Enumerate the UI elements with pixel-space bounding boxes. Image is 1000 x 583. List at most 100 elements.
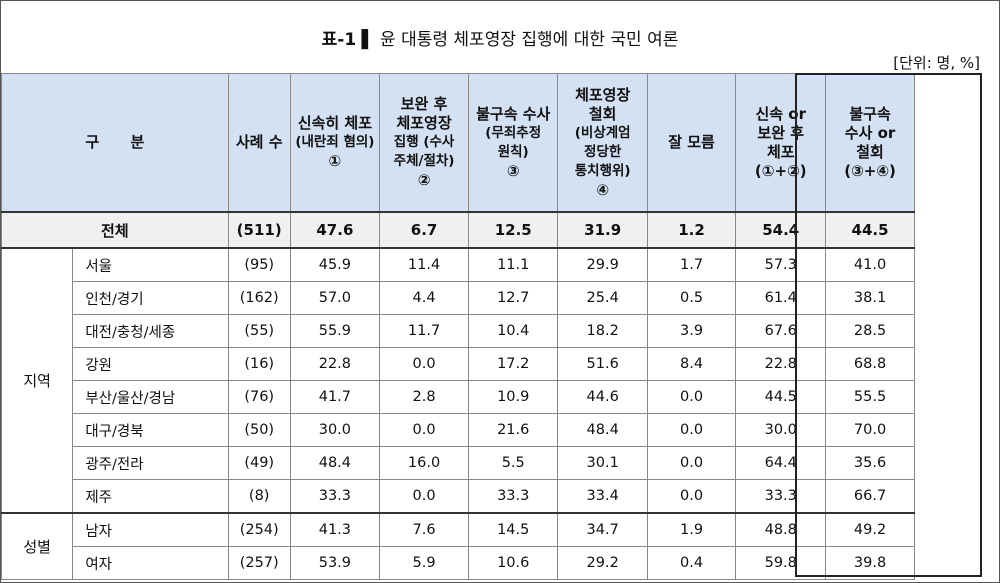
- value-cell: 8.4: [646, 347, 737, 381]
- value-cell: 55.9: [289, 314, 381, 348]
- sample-size: (8): [227, 479, 291, 514]
- header-col2-line: ②: [417, 171, 431, 189]
- value-cell: 44.5: [825, 211, 915, 249]
- value-cell: 30.1: [557, 446, 648, 480]
- value-cell: 21.6: [468, 413, 559, 447]
- sample-size: (511): [227, 211, 291, 249]
- header-col1-line: 신속히 체포: [297, 114, 372, 132]
- value-cell: 14.5: [468, 512, 559, 547]
- value-cell: 44.5: [735, 380, 827, 414]
- row-label: 여자: [72, 546, 229, 580]
- sample-size: (95): [227, 247, 291, 282]
- value-cell: 6.7: [379, 211, 470, 249]
- sample-size: (16): [227, 347, 291, 381]
- header-col3-line: (무죄추정: [485, 124, 542, 141]
- value-cell: 22.8: [735, 347, 827, 381]
- header-col4-line: 통치행위): [574, 162, 631, 179]
- header-col4-line: 정당한: [584, 143, 622, 160]
- header-col6-line: (①+②): [754, 161, 807, 180]
- header-col4-line: (비상계엄: [574, 124, 631, 141]
- value-cell: 11.7: [379, 314, 470, 348]
- header-col2: 보완 후 체포영장 집행 (수사 주체/절차) ②: [379, 73, 470, 213]
- row-label: 남자: [72, 512, 229, 547]
- table-row: 부산/울산/경남 (76) 41.7 2.8 10.9 44.6 0.0 44.…: [2, 380, 1000, 414]
- value-cell: 0.0: [379, 413, 470, 447]
- row-label: 광주/전라: [72, 446, 229, 480]
- value-cell: 41.3: [289, 512, 381, 547]
- header-col3: 불구속 수사 (무죄추정 원칙) ③: [468, 73, 559, 213]
- value-cell: 18.2: [557, 314, 648, 348]
- header-col1-line: ①: [328, 152, 342, 170]
- header-col1-line: (내란죄 혐의): [295, 134, 375, 150]
- header-col6-line: 신속 or: [755, 104, 806, 123]
- header-col7-line: (③+④): [844, 161, 896, 180]
- total-label: 전체: [1, 211, 229, 249]
- header-col6-line: 보완 후: [757, 123, 805, 142]
- sample-size: (76): [227, 380, 291, 414]
- value-cell: 44.6: [557, 380, 648, 414]
- value-cell: 1.9: [646, 512, 737, 547]
- value-cell: 45.9: [289, 247, 381, 282]
- sample-size: (49): [227, 446, 291, 480]
- value-cell: 12.7: [468, 281, 559, 315]
- value-cell: 33.3: [468, 479, 559, 514]
- header-col7-line: 수사 or: [844, 123, 896, 142]
- header-col7: 불구속 수사 or 철회 (③+④): [825, 73, 915, 213]
- row-label: 인천/경기: [72, 281, 229, 315]
- value-cell: 16.0: [379, 446, 470, 480]
- value-cell: 68.8: [825, 347, 915, 381]
- header-row: 구 분 사례 수 신속히 체포 (내란죄 혐의) ① 보완 후 체포영장 집행 …: [1, 73, 1000, 213]
- header-col3-line: 원칙): [497, 143, 529, 160]
- header-col2-line: 보완 후: [400, 95, 448, 113]
- value-cell: 12.5: [468, 211, 559, 249]
- value-cell: 0.4: [646, 546, 737, 580]
- sample-size: (55): [227, 314, 291, 348]
- value-cell: 5.9: [379, 546, 470, 580]
- table-row: 지역 서울 (95) 45.9 11.4 11.1 29.9 1.7 57.3 …: [0, 247, 1000, 514]
- value-cell: 51.6: [557, 347, 648, 381]
- row-label: 대구/경북: [72, 413, 229, 447]
- value-cell: 30.0: [735, 413, 827, 447]
- table-title: 윤 대통령 체포영장 집행에 대한 국민 여론: [380, 30, 679, 50]
- header-col6-line: 체포: [766, 142, 795, 161]
- table-caption: 표-1 ▌ 윤 대통령 체포영장 집행에 대한 국민 여론: [0, 25, 1000, 50]
- value-cell: 11.1: [468, 247, 559, 282]
- value-cell: 7.6: [379, 512, 470, 547]
- header-col2-line: 주체/절차): [393, 153, 455, 169]
- value-cell: 3.9: [646, 314, 737, 348]
- value-cell: 61.4: [735, 281, 827, 315]
- header-col4-line: 체포영장: [575, 85, 631, 104]
- value-cell: 35.6: [825, 446, 915, 480]
- value-cell: 38.1: [825, 281, 915, 315]
- row-label: 강원: [72, 347, 229, 381]
- value-cell: 48.8: [735, 512, 827, 547]
- header-col7-line: 불구속: [849, 104, 891, 123]
- header-col4-line: ④: [596, 180, 610, 199]
- table-number: 표-1: [321, 30, 357, 50]
- value-cell: 39.8: [825, 546, 915, 580]
- value-cell: 48.4: [557, 413, 648, 447]
- value-cell: 29.9: [557, 247, 648, 282]
- value-cell: 53.9: [289, 546, 381, 580]
- table-row: 강원 (16) 22.8 0.0 17.2 51.6 8.4 22.8 68.8: [2, 347, 1000, 381]
- value-cell: 41.7: [289, 380, 381, 414]
- row-label: 제주: [72, 479, 229, 514]
- total-row: 전체 (511) 47.6 6.7 12.5 31.9 1.2 54.4 44.…: [1, 211, 1000, 249]
- value-cell: 64.4: [735, 446, 827, 480]
- header-col7-line: 철회: [856, 142, 884, 161]
- value-cell: 34.7: [557, 512, 648, 547]
- table-row: 인천/경기 (162) 57.0 4.4 12.7 25.4 0.5 61.4 …: [2, 281, 1000, 315]
- header-col3-line: ③: [506, 161, 520, 180]
- value-cell: 49.2: [825, 512, 915, 547]
- group-label-region: 지역: [0, 247, 74, 514]
- sample-size: (50): [227, 413, 291, 447]
- row-label: 서울: [72, 247, 229, 282]
- value-cell: 0.0: [646, 479, 737, 514]
- value-cell: 2.8: [379, 380, 470, 414]
- value-cell: 0.0: [646, 380, 737, 414]
- value-cell: 29.2: [557, 546, 648, 580]
- value-cell: 54.4: [735, 211, 827, 249]
- row-label: 부산/울산/경남: [72, 380, 229, 414]
- table-row: 대전/충청/세종 (55) 55.9 11.7 10.4 18.2 3.9 67…: [2, 314, 1000, 348]
- value-cell: 0.0: [379, 347, 470, 381]
